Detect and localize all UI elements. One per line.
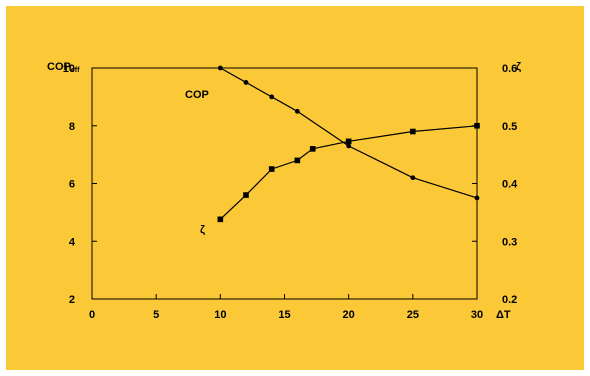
series-1-point-3 — [294, 157, 301, 164]
x-tick-label-0: 0 — [89, 309, 95, 321]
x-tick-label-2: 10 — [214, 309, 226, 321]
series-label-zeta: ζ — [200, 224, 205, 236]
right-tick-label-1: 0.3 — [502, 236, 517, 248]
left-axis-title: COPeff — [47, 61, 80, 74]
series-0-point-3 — [294, 108, 300, 114]
right-axis-ticks: 0.2 0.3 0.4 0.5 0.6 — [472, 63, 518, 306]
series-0-point-6 — [474, 195, 480, 201]
right-tick-label-4: 0.6 — [502, 63, 517, 75]
right-tick-label-3: 0.5 — [502, 121, 517, 133]
left-tick-label-4: 10 — [63, 63, 75, 75]
series-1-point-7 — [474, 122, 480, 129]
series-layer — [217, 65, 480, 223]
right-tick-label-0: 0.2 — [502, 294, 517, 306]
x-tick-label-4: 20 — [343, 309, 355, 321]
left-axis-ticks: 2 4 6 8 10 — [63, 63, 97, 306]
series-1-point-1 — [243, 192, 249, 198]
x-axis-title: ΔT — [496, 309, 511, 321]
series-line-1 — [219, 125, 478, 220]
series-1-point-4 — [309, 146, 316, 152]
series-0-point-4 — [346, 143, 352, 149]
series-0-point-5 — [410, 175, 416, 181]
left-axis-title-sub: eff — [71, 67, 80, 74]
right-axis-title: ζ — [516, 61, 521, 73]
series-1-point-0 — [217, 216, 224, 223]
right-tick-label-2: 0.4 — [502, 179, 518, 191]
left-axis-title-main: COP — [47, 61, 71, 73]
series-1-point-5 — [345, 138, 352, 145]
series-0-point-2 — [269, 94, 275, 100]
x-tick-label-1: 5 — [153, 309, 159, 321]
left-tick-label-0: 2 — [69, 294, 75, 306]
chart-panel — [6, 6, 584, 370]
series-0-point-0 — [217, 65, 223, 71]
x-tick-label-5: 25 — [407, 309, 419, 321]
series-line-0 — [220, 67, 478, 199]
x-tick-label-6: 30 — [471, 309, 483, 321]
series-1-point-6 — [410, 128, 416, 135]
series-label-cop: COP — [185, 89, 209, 101]
plot-area — [91, 67, 478, 300]
left-tick-label-3: 8 — [69, 121, 75, 133]
x-tick-label-3: 15 — [278, 309, 290, 321]
series-1-point-2 — [268, 166, 275, 172]
x-axis-ticks: 0 5 10 15 20 25 30 — [89, 294, 483, 321]
left-tick-label-2: 6 — [69, 179, 75, 191]
left-tick-label-1: 4 — [69, 236, 76, 248]
series-0-point-1 — [243, 80, 249, 85]
